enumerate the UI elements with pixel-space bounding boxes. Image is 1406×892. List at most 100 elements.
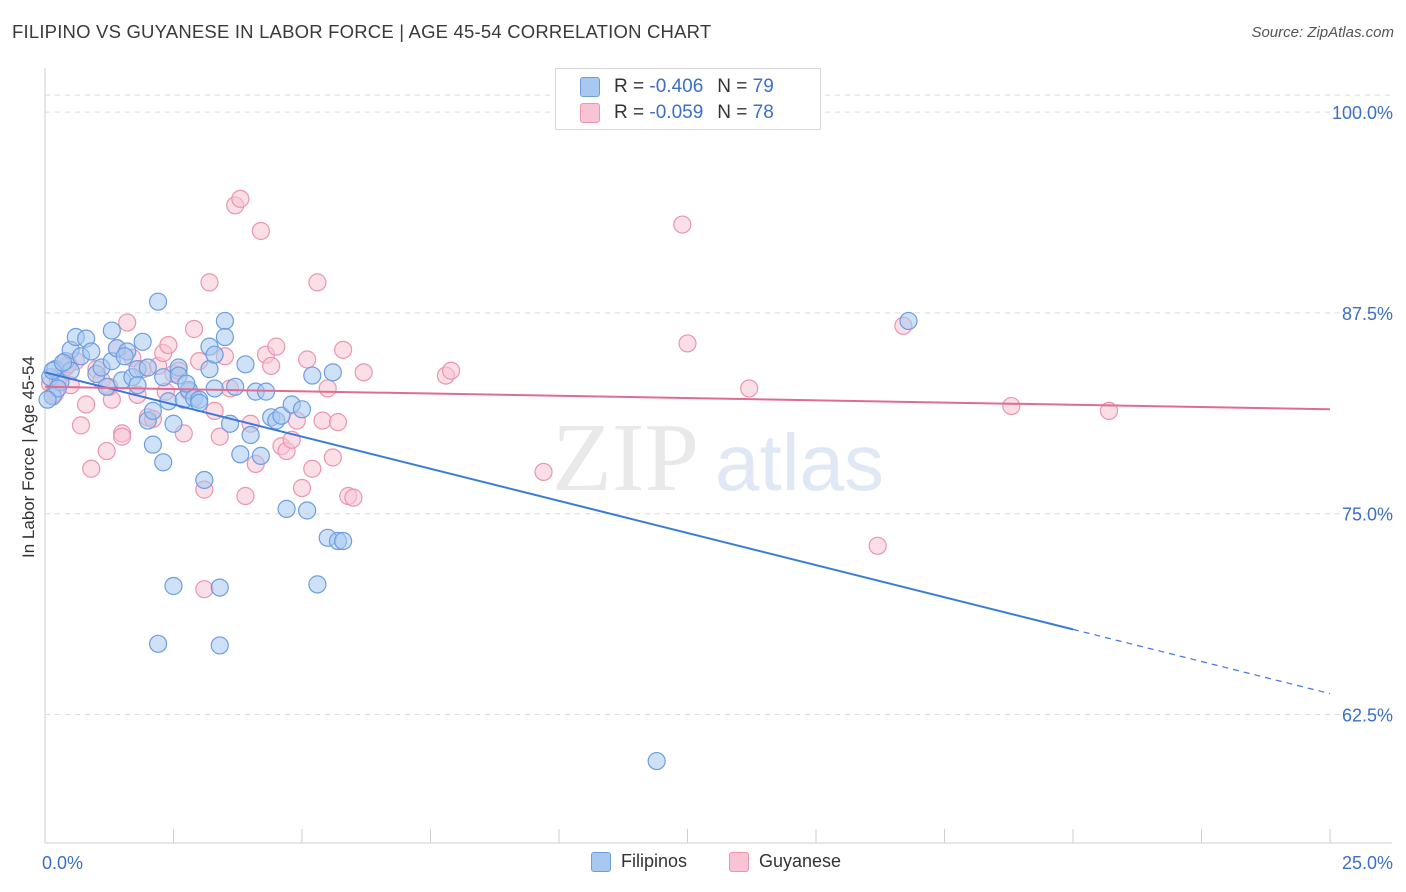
filipinos-point	[143, 401, 163, 421]
guyanese-point	[71, 416, 91, 435]
guyanese-point	[868, 536, 887, 555]
x-tick-label: 0.0%	[42, 853, 83, 873]
x-tick-label: 25.0%	[1342, 853, 1393, 873]
filipinos-point	[164, 576, 183, 596]
guyanese-point	[354, 363, 373, 382]
filipinos-point	[215, 327, 234, 347]
guyanese-r-label: R =	[614, 102, 645, 123]
watermark: ZIP atlas	[552, 404, 884, 512]
watermark-atlas: atlas	[715, 418, 884, 507]
guyanese-point	[323, 448, 342, 467]
guyanese-point	[159, 335, 178, 355]
filipinos-point	[164, 414, 183, 433]
guyanese-legend-swatch	[729, 851, 749, 872]
guyanese-legend-label: Guyanese	[759, 851, 842, 871]
grid-lines	[45, 94, 1392, 715]
filipinos-point	[334, 531, 353, 551]
guyanese-point	[262, 356, 281, 376]
guyanese-point	[112, 427, 132, 446]
filipinos-point	[143, 435, 163, 454]
guyanese-trend-line	[44, 385, 1331, 411]
guyanese-point	[441, 361, 461, 380]
filipinos-trend-line	[44, 371, 1074, 631]
filipinos-point	[154, 453, 173, 472]
guyanese-point	[236, 486, 255, 506]
guyanese-point	[267, 337, 286, 356]
filipinos-point	[210, 636, 229, 655]
guyanese-point	[1099, 401, 1119, 421]
filipinos-point	[215, 311, 234, 331]
filipinos-trend-line-extension	[1072, 628, 1331, 695]
watermark-zip: ZIP	[552, 404, 699, 512]
guyanese-point	[77, 395, 96, 414]
guyanese-point	[318, 379, 337, 398]
guyanese-point	[97, 441, 116, 461]
filipinos-point	[48, 379, 67, 398]
guyanese-point	[251, 221, 270, 241]
filipinos-point	[241, 425, 260, 445]
bottom-legend-filipinos: Filipinos	[591, 851, 687, 872]
y-tick-label: 62.5%	[1342, 705, 1393, 725]
filipinos-point	[231, 445, 250, 464]
y-tick-label: 87.5%	[1342, 304, 1393, 324]
trend-lines	[44, 371, 1331, 695]
bottom-legend-guyanese: Guyanese	[729, 851, 841, 872]
guyanese-n-value: 78	[752, 102, 774, 123]
guyanese-r-value: -0.059	[649, 102, 704, 123]
y-axis-label: In Labor Force | Age 45-54	[19, 356, 38, 558]
filipinos-r-value: -0.406	[649, 76, 704, 97]
filipinos-point	[277, 499, 296, 518]
guyanese-point	[534, 462, 553, 482]
filipinos-point	[195, 470, 214, 490]
guyanese-point	[298, 350, 317, 369]
guyanese-point	[303, 459, 322, 478]
guyanese-point	[678, 334, 697, 353]
source-label: Source: ZipAtlas.com	[1251, 24, 1394, 41]
filipinos-legend-swatch	[591, 851, 611, 872]
filipinos-point	[647, 751, 666, 771]
legend-row-guyanese: R = -0.059 N = 78	[580, 100, 774, 126]
guyanese-swatch	[580, 103, 600, 123]
y-tick-label: 75.0%	[1342, 505, 1393, 525]
filipinos-point	[154, 368, 173, 387]
legend-box: R = -0.406 N = 79 R = -0.059 N = 78	[555, 68, 821, 130]
filipinos-point	[308, 575, 327, 594]
filipinos-point	[210, 578, 229, 597]
filipinos-point	[128, 376, 147, 395]
guyanese-point	[82, 459, 101, 478]
guyanese-point	[740, 379, 759, 398]
filipinos-point	[177, 374, 196, 393]
guyanese-point	[313, 411, 332, 430]
filipinos-point	[148, 634, 168, 653]
guyanese-point	[344, 488, 363, 507]
filipinos-point	[292, 400, 312, 419]
guyanese-point	[292, 478, 312, 498]
filipinos-r-label: R =	[614, 76, 645, 97]
guyanese-point	[118, 313, 137, 332]
guyanese-point	[308, 273, 327, 292]
filipinos-point	[148, 292, 168, 311]
filipinos-point	[205, 345, 224, 364]
axes	[44, 68, 1392, 844]
filipinos-point	[236, 355, 255, 374]
filipinos-n-value: 79	[752, 76, 774, 97]
filipinos-point	[133, 332, 152, 351]
guyanese-point	[673, 215, 692, 234]
filipinos-n-label: N =	[717, 76, 748, 97]
tick-labels: 62.5% 75.0% 87.5% 100.0% 0.0% 25.0%	[42, 103, 1393, 873]
filipinos-point	[38, 390, 57, 409]
filipinos-point	[102, 321, 121, 340]
y-tick-label: 100.0%	[1332, 103, 1393, 123]
guyanese-point	[200, 273, 219, 292]
filipinos-swatch	[580, 77, 600, 97]
guyanese-point	[210, 427, 229, 446]
filipinos-points	[38, 292, 918, 771]
guyanese-point	[195, 580, 214, 599]
filipinos-point	[115, 347, 134, 366]
guyanese-point	[184, 319, 204, 339]
filipinos-point	[226, 377, 245, 396]
filipinos-legend-label: Filipinos	[621, 851, 688, 871]
filipinos-point	[82, 342, 101, 361]
filipinos-point	[138, 358, 157, 377]
